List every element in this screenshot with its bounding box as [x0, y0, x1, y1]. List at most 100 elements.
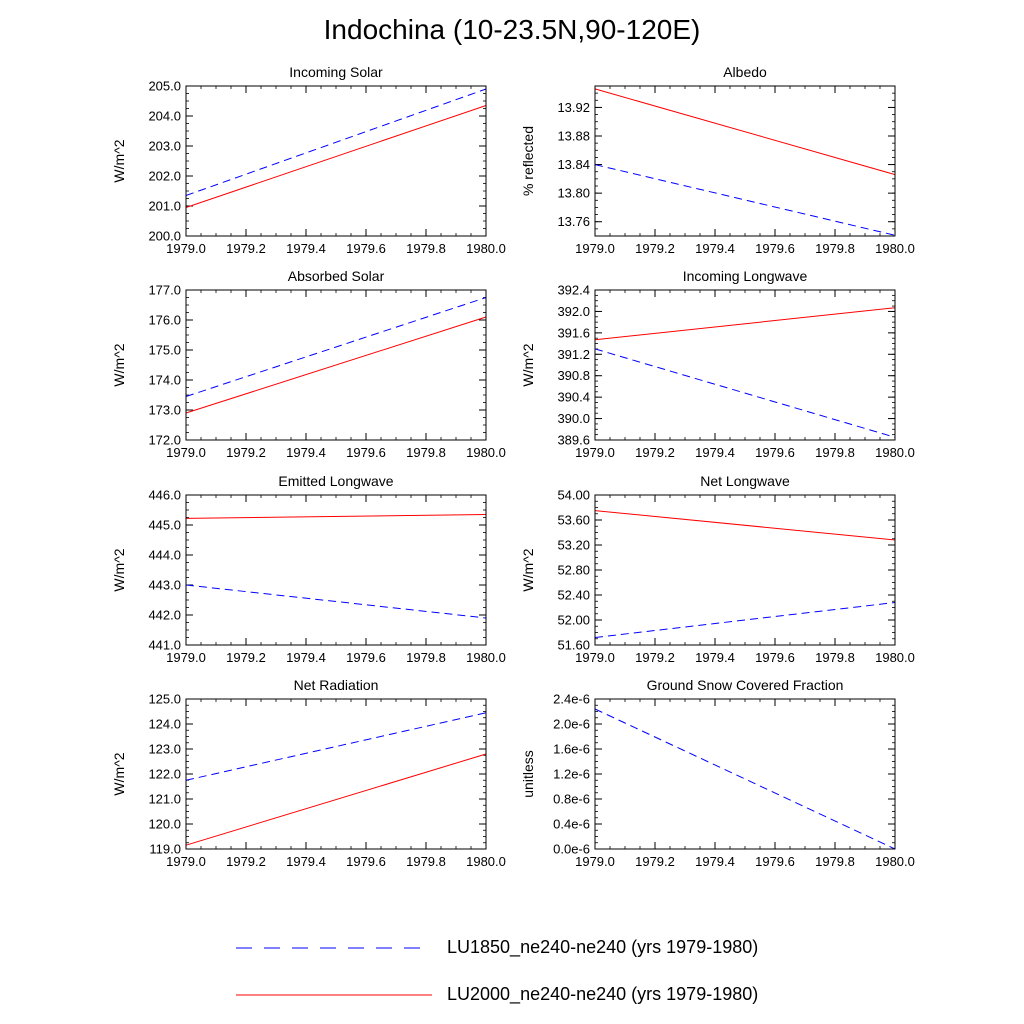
- series-line-lu1850: [594, 164, 896, 236]
- y-tick-label: 441.0: [148, 638, 181, 653]
- y-tick-label: 1.6e-6: [553, 742, 590, 757]
- x-tick-label: 1979.8: [406, 445, 446, 460]
- y-axis-label: W/m^2: [520, 548, 536, 591]
- series-line-lu2000: [185, 753, 487, 846]
- figure-title: Indochina (10-23.5N,90-120E): [323, 14, 701, 45]
- panel-title: Net Radiation: [294, 677, 379, 693]
- y-tick-label: 205.0: [148, 79, 181, 94]
- series-line-lu1850: [594, 602, 896, 638]
- y-axis-label: W/m^2: [111, 752, 127, 795]
- panel-ground-snow-covered-fraction: 1979.0 1979.2 1979.4 1979.6 1979.8 1980.0 0.0e…: [520, 677, 915, 869]
- y-tick-label: 13.80: [557, 186, 590, 201]
- panel-title: Ground Snow Covered Fraction: [647, 677, 844, 693]
- y-tick-label: 51.60: [557, 638, 590, 653]
- panel-absorbed-solar: 1979.0 1979.2 1979.4 1979.6 1979.8 1980.0 172.…: [111, 268, 506, 460]
- y-tick-label: 176.0: [148, 313, 181, 328]
- x-tick-label: 1979.8: [815, 854, 855, 869]
- x-tick-label: 1979.6: [346, 854, 386, 869]
- panel-title: Albedo: [723, 64, 767, 80]
- x-tick-label: 1980.0: [875, 241, 915, 256]
- y-tick-label: 53.20: [557, 538, 590, 553]
- x-tick-label: 1979.0: [166, 445, 206, 460]
- series-line-lu1850: [594, 348, 896, 438]
- x-tick-label: 1979.0: [575, 445, 615, 460]
- series-line-lu2000: [594, 88, 896, 176]
- x-tick-label: 1979.4: [695, 241, 735, 256]
- x-tick-label: 1979.2: [226, 445, 266, 460]
- y-tick-label: 202.0: [148, 169, 181, 184]
- y-tick-label: 52.80: [557, 563, 590, 578]
- plot-frame: [594, 289, 896, 441]
- x-tick-label: 1979.0: [575, 650, 615, 665]
- panel-title: Emitted Longwave: [278, 473, 393, 489]
- y-tick-label: 204.0: [148, 109, 181, 124]
- x-tick-label: 1980.0: [875, 854, 915, 869]
- x-tick-label: 1979.8: [815, 241, 855, 256]
- y-tick-label: 52.00: [557, 613, 590, 628]
- y-tick-label: 0.8e-6: [553, 792, 590, 807]
- series-line-lu2000: [594, 307, 896, 341]
- y-tick-label: 125.0: [148, 692, 181, 707]
- x-tick-label: 1979.8: [815, 445, 855, 460]
- panel-title: Incoming Solar: [289, 64, 383, 80]
- x-tick-label: 1979.6: [755, 241, 795, 256]
- y-tick-label: 175.0: [148, 343, 181, 358]
- series-line-lu1850: [185, 88, 487, 196]
- plot-frame: [185, 698, 487, 850]
- x-tick-label: 1979.2: [635, 241, 675, 256]
- x-tick-label: 1979.0: [575, 854, 615, 869]
- y-tick-label: 124.0: [148, 717, 181, 732]
- panel-incoming-solar: 1979.0 1979.2 1979.4 1979.6 1979.8 1980.0 200.…: [111, 64, 506, 256]
- y-tick-label: 389.6: [557, 433, 590, 448]
- x-tick-label: 1979.0: [575, 241, 615, 256]
- x-tick-label: 1979.6: [755, 650, 795, 665]
- plot-frame: [185, 85, 487, 237]
- x-tick-label: 1979.2: [635, 445, 675, 460]
- x-tick-label: 1979.2: [635, 854, 675, 869]
- y-tick-label: 2.0e-6: [553, 717, 590, 732]
- y-tick-label: 0.4e-6: [553, 817, 590, 832]
- series-line-lu1850: [185, 297, 487, 397]
- y-axis-label: W/m^2: [111, 139, 127, 182]
- y-tick-label: 173.0: [148, 403, 181, 418]
- x-tick-label: 1980.0: [875, 650, 915, 665]
- series-line-lu2000: [594, 510, 896, 541]
- x-tick-label: 1979.6: [346, 445, 386, 460]
- x-tick-label: 1979.2: [226, 241, 266, 256]
- x-tick-label: 1979.8: [406, 854, 446, 869]
- x-tick-label: 1979.4: [286, 650, 326, 665]
- x-tick-label: 1979.4: [695, 650, 735, 665]
- y-tick-label: 121.0: [148, 792, 181, 807]
- x-tick-label: 1980.0: [466, 650, 506, 665]
- panel-incoming-longwave: 1979.0 1979.2 1979.4 1979.6 1979.8 1980.0 389.…: [520, 268, 915, 460]
- y-tick-label: 390.8: [557, 368, 590, 383]
- y-tick-label: 445.0: [148, 518, 181, 533]
- x-tick-label: 1979.4: [695, 854, 735, 869]
- y-tick-label: 52.40: [557, 588, 590, 603]
- x-tick-label: 1979.0: [166, 854, 206, 869]
- y-tick-label: 120.0: [148, 817, 181, 832]
- y-tick-label: 123.0: [148, 742, 181, 757]
- y-tick-label: 392.4: [557, 283, 590, 298]
- y-tick-label: 119.0: [149, 842, 181, 857]
- y-axis-label: W/m^2: [111, 548, 127, 591]
- y-tick-label: 201.0: [148, 199, 181, 214]
- y-tick-label: 446.0: [148, 488, 181, 503]
- x-tick-label: 1979.2: [226, 650, 266, 665]
- series-line-lu2000: [185, 514, 487, 519]
- plot-frame: [594, 698, 896, 850]
- x-tick-label: 1979.6: [755, 445, 795, 460]
- plot-frame: [185, 494, 487, 646]
- series-line-lu1850: [594, 708, 896, 850]
- y-tick-label: 13.88: [557, 129, 590, 144]
- panel-albedo: 1979.0 1979.2 1979.4 1979.6 1979.8 1980.0 13.7…: [520, 64, 915, 256]
- x-tick-label: 1979.0: [166, 650, 206, 665]
- x-tick-label: 1979.2: [635, 650, 675, 665]
- y-tick-label: 122.0: [148, 767, 181, 782]
- y-tick-label: 172.0: [148, 433, 181, 448]
- x-tick-label: 1979.6: [346, 650, 386, 665]
- y-tick-label: 0.0e-6: [553, 842, 590, 857]
- series-line-lu1850: [185, 584, 487, 619]
- y-tick-label: 391.2: [557, 347, 590, 362]
